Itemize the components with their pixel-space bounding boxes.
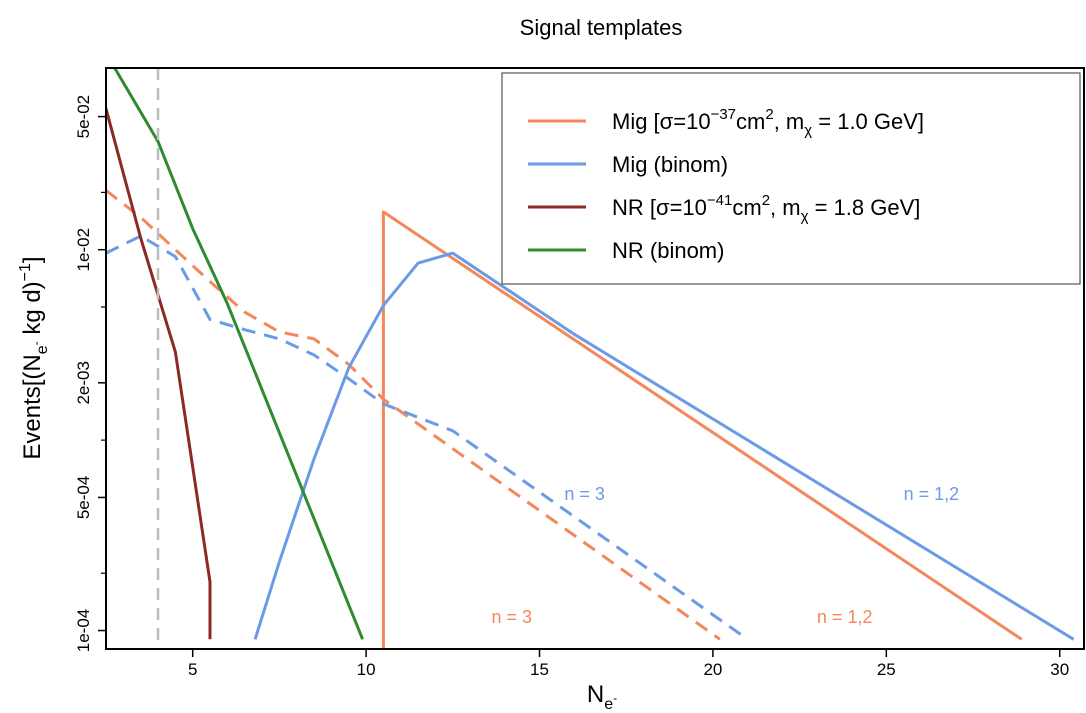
y-tick-label: 5e-04	[74, 476, 93, 519]
plot-frame	[105, 67, 1085, 650]
x-axis-label: Ne-	[587, 681, 617, 713]
y-tick-label: 1e-04	[74, 609, 93, 652]
series-line-migb_n12	[253, 251, 1075, 641]
legend-label-nr: NR [σ=10−41cm2, mχ = 1.8 GeV]	[612, 192, 920, 225]
x-axis: 5 10 15 20 25 30	[188, 649, 1069, 679]
legend: Mig [σ=10−37cm2, mχ = 1.0 GeV] Mig (binom…	[501, 72, 1081, 285]
series-layer	[106, 68, 1075, 649]
legend-label-nrb: NR (binom)	[612, 238, 724, 263]
series-line-migb_n3	[106, 234, 749, 641]
legend-label-migb: Mig (binom)	[612, 152, 728, 177]
x-tick-label: 30	[1050, 660, 1069, 679]
y-axis: 5e-02 1e-02 2e-03 5e-04 1e-04	[74, 95, 106, 652]
chart-title: Signal templates	[520, 15, 683, 40]
x-tick-label: 15	[530, 660, 549, 679]
y-tick-label: 2e-03	[74, 361, 93, 404]
annotation-layer: n = 3 n = 1,2 n = 3 n = 1,2	[491, 484, 959, 627]
annotation-1: n = 1,2	[904, 484, 960, 504]
legend-label-mig: Mig [σ=10−37cm2, mχ = 1.0 GeV]	[612, 106, 924, 139]
series-line-mig_n3	[106, 189, 721, 641]
x-tick-label: 10	[357, 660, 376, 679]
annotation-2: n = 3	[491, 607, 532, 627]
y-axis-label: Events[(Ne- kg d)−1]	[17, 256, 51, 459]
y-tick-label: 5e-02	[74, 95, 93, 138]
annotation-0: n = 3	[564, 484, 605, 504]
legend-box	[501, 72, 1081, 285]
series-line-nrb	[113, 68, 364, 640]
y-tick-label: 1e-02	[74, 228, 93, 271]
x-tick-label: 25	[877, 660, 896, 679]
x-tick-label: 20	[703, 660, 722, 679]
x-tick-label: 5	[188, 660, 197, 679]
annotation-3: n = 1,2	[817, 607, 873, 627]
series-line-mig_n12	[381, 210, 1023, 649]
series-line-nr	[106, 108, 212, 640]
